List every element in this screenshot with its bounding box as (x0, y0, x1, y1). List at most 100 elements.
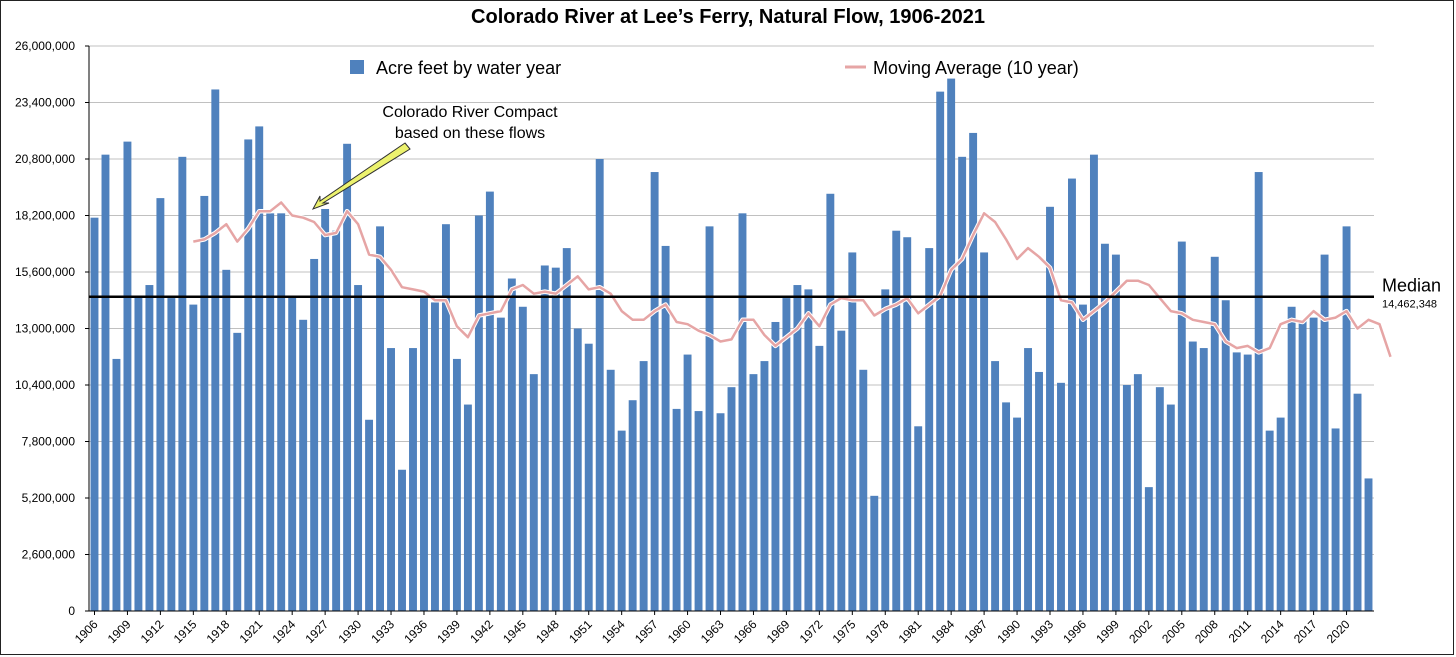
x-tick-label: 1942 (467, 617, 496, 646)
bar (1089, 154, 1098, 611)
x-tick-label: 2011 (1226, 617, 1254, 645)
bar (1254, 172, 1263, 612)
annotation-line-1: Colorado River Compact (382, 104, 558, 121)
bar (716, 413, 725, 611)
bar (1133, 374, 1142, 611)
bar (452, 358, 461, 611)
bar (1298, 319, 1307, 611)
bar (299, 319, 308, 611)
bar (1046, 206, 1054, 612)
bar (222, 269, 231, 611)
x-tick-label: 1993 (1027, 617, 1056, 646)
x-tick-label: 1963 (698, 617, 727, 646)
x-tick-label: 1981 (896, 617, 925, 646)
bar (584, 343, 593, 611)
x-tick-labels: 1906 1909 1912 1915 1918 1921 1924 1927 1930 1933… (72, 611, 1353, 646)
x-tick-label: 1936 (401, 617, 430, 646)
annotation: Colorado River Compact based on these fl… (311, 104, 558, 210)
x-tick-label: 1969 (764, 617, 793, 646)
median-group: Median 14,462,348 (89, 276, 1441, 311)
bar (420, 298, 428, 611)
bar (1210, 256, 1219, 611)
x-tick-label: 1987 (961, 617, 990, 646)
bar (1068, 178, 1076, 612)
y-tick-label: 2,600,000 (22, 548, 76, 562)
bar (650, 172, 659, 612)
x-tick-label: 1921 (237, 617, 266, 646)
chart-title: Colorado River at Lee’s Ferry, Natural F… (471, 6, 985, 28)
bar (760, 361, 769, 611)
bar (409, 348, 417, 611)
x-tick-label: 1957 (632, 617, 661, 646)
moving-average-line (193, 201, 1392, 358)
bar (518, 306, 527, 611)
bar (101, 154, 110, 611)
y-tick-labels: 0 2,600,000 5,200,000 7,800,000 10,400,000 13… (15, 39, 89, 618)
bar (683, 354, 692, 611)
bar (771, 321, 780, 611)
bar (815, 345, 824, 611)
x-tick-label: 1948 (533, 617, 562, 646)
bar (1024, 348, 1032, 611)
moving-average-series (192, 200, 1393, 358)
x-tick-label: 1930 (335, 617, 364, 646)
x-tick-label: 2002 (1126, 617, 1155, 646)
x-tick-label: 1924 (270, 617, 299, 646)
x-tick-label: 1972 (797, 617, 826, 646)
bar (980, 252, 989, 611)
bar (991, 361, 1000, 611)
bar-series (90, 78, 1373, 612)
bar (1177, 241, 1186, 612)
bar (1353, 393, 1362, 611)
legend-bar-label: Acre feet by water year (376, 58, 561, 78)
bar (332, 230, 341, 611)
bar (848, 252, 857, 611)
bar (1243, 354, 1252, 611)
x-tick-label: 1960 (665, 617, 694, 646)
bar (903, 237, 912, 611)
x-tick-label: 1990 (994, 617, 1023, 646)
y-tick-label: 20,800,000 (15, 152, 75, 166)
x-tick-label: 2020 (1324, 617, 1353, 646)
bar (1320, 254, 1329, 611)
bar (1232, 352, 1241, 611)
bar (1265, 430, 1274, 611)
bar (540, 265, 549, 611)
x-tick-label: 2017 (1291, 617, 1320, 646)
bar (1188, 341, 1197, 611)
bar (485, 191, 494, 611)
bar (1002, 402, 1011, 611)
x-tick-label: 1915 (171, 617, 200, 646)
bar (639, 361, 648, 611)
y-tick-label: 23,400,000 (15, 96, 75, 110)
bar (1276, 417, 1285, 611)
annotation-line-2: based on these flows (395, 125, 545, 142)
x-tick-label: 1933 (368, 617, 397, 646)
bar (398, 469, 406, 611)
bar (1057, 382, 1065, 611)
x-tick-label: 1909 (105, 617, 134, 646)
bar (233, 332, 242, 611)
bar (694, 411, 703, 611)
legend-bar-swatch (350, 60, 364, 74)
bar (1309, 317, 1318, 611)
y-tick-label: 0 (68, 604, 75, 618)
bar (727, 387, 736, 611)
bar (1287, 306, 1296, 611)
y-tick-label: 13,000,000 (15, 322, 75, 336)
bar (343, 143, 352, 612)
x-tick-label: 1918 (204, 617, 233, 646)
x-tick-label: 1966 (731, 617, 760, 646)
bar (936, 91, 945, 611)
x-tick-label: 2014 (1258, 617, 1287, 646)
legend-moving-average-label: Moving Average (10 year) (873, 58, 1079, 78)
bar (1331, 428, 1340, 611)
bar (837, 330, 846, 611)
bar (90, 217, 99, 611)
x-tick-label: 1978 (863, 617, 892, 646)
bar (958, 156, 967, 612)
bar (463, 404, 472, 611)
bar (595, 159, 604, 611)
x-tick-label: 1927 (302, 617, 331, 646)
